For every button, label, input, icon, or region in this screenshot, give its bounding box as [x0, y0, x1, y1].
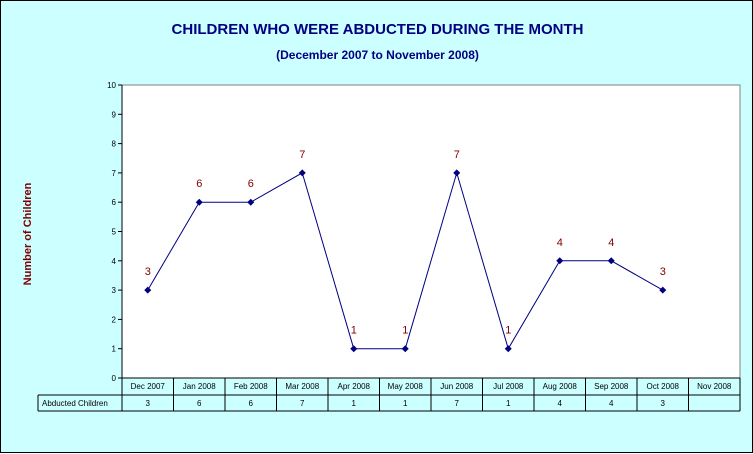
- table-cell-value: 4: [558, 399, 563, 408]
- data-label: 7: [299, 149, 305, 161]
- y-tick-label: 9: [112, 110, 117, 119]
- data-label: 1: [505, 325, 511, 337]
- x-tick-label: Jan 2008: [183, 382, 216, 391]
- y-tick-label: 4: [112, 257, 117, 266]
- table-cell-value: 1: [403, 399, 408, 408]
- data-point-marker: [350, 345, 358, 353]
- data-label: 4: [608, 237, 614, 249]
- x-tick-label: Jun 2008: [440, 382, 473, 391]
- data-label: 3: [660, 266, 666, 278]
- data-label: 4: [557, 237, 563, 249]
- data-label: 7: [454, 149, 460, 161]
- data-point-marker: [453, 169, 461, 177]
- table-series-name: Abducted Children: [42, 399, 108, 408]
- table-cell-value: 6: [197, 399, 202, 408]
- data-point-marker: [607, 257, 615, 265]
- data-point-marker: [247, 198, 255, 206]
- data-point-marker: [144, 286, 152, 294]
- y-tick-label: 0: [112, 374, 117, 383]
- y-tick-label: 8: [112, 140, 117, 149]
- x-tick-label: Dec 2007: [131, 382, 166, 391]
- data-point-marker: [195, 198, 203, 206]
- y-tick-label: 7: [112, 169, 117, 178]
- table-cell-value: 3: [661, 399, 666, 408]
- table-cell-value: 1: [506, 399, 511, 408]
- table-cell-value: 7: [455, 399, 460, 408]
- x-tick-label: Mar 2008: [285, 382, 319, 391]
- data-point-marker: [556, 257, 564, 265]
- data-point-marker: [298, 169, 306, 177]
- chart-title: CHILDREN WHO WERE ABDUCTED DURING THE MO…: [171, 21, 584, 38]
- data-label: 6: [248, 178, 254, 190]
- table-cell-value: 3: [146, 399, 151, 408]
- table-cell-value: 4: [609, 399, 614, 408]
- data-point-marker: [659, 286, 667, 294]
- y-tick-label: 2: [112, 315, 117, 324]
- x-tick-label: Sep 2008: [594, 382, 629, 391]
- data-label: 1: [402, 325, 408, 337]
- table-cell-value: 1: [352, 399, 357, 408]
- table-cell-value: 6: [249, 399, 254, 408]
- y-tick-label: 5: [112, 228, 117, 237]
- y-tick-label: 10: [107, 81, 116, 90]
- x-tick-label: Feb 2008: [234, 382, 268, 391]
- x-tick-label: Aug 2008: [543, 382, 578, 391]
- x-tick-label: Oct 2008: [647, 382, 680, 391]
- data-label: 3: [145, 266, 151, 278]
- plot-area: [121, 84, 741, 379]
- y-tick-label: 1: [112, 345, 117, 354]
- data-point-marker: [401, 345, 409, 353]
- y-tick-label: 3: [112, 286, 117, 295]
- x-tick-label: Nov 2008: [697, 382, 732, 391]
- table-cell-value: 7: [300, 399, 305, 408]
- x-tick-label: Apr 2008: [338, 382, 371, 391]
- data-point-marker: [504, 345, 512, 353]
- x-tick-label: Jul 2008: [493, 382, 524, 391]
- y-tick-label: 6: [112, 198, 117, 207]
- data-label: 6: [196, 178, 202, 190]
- chart-subtitle: (December 2007 to November 2008): [276, 48, 479, 62]
- x-tick-label: May 2008: [388, 382, 424, 391]
- data-label: 1: [351, 325, 357, 337]
